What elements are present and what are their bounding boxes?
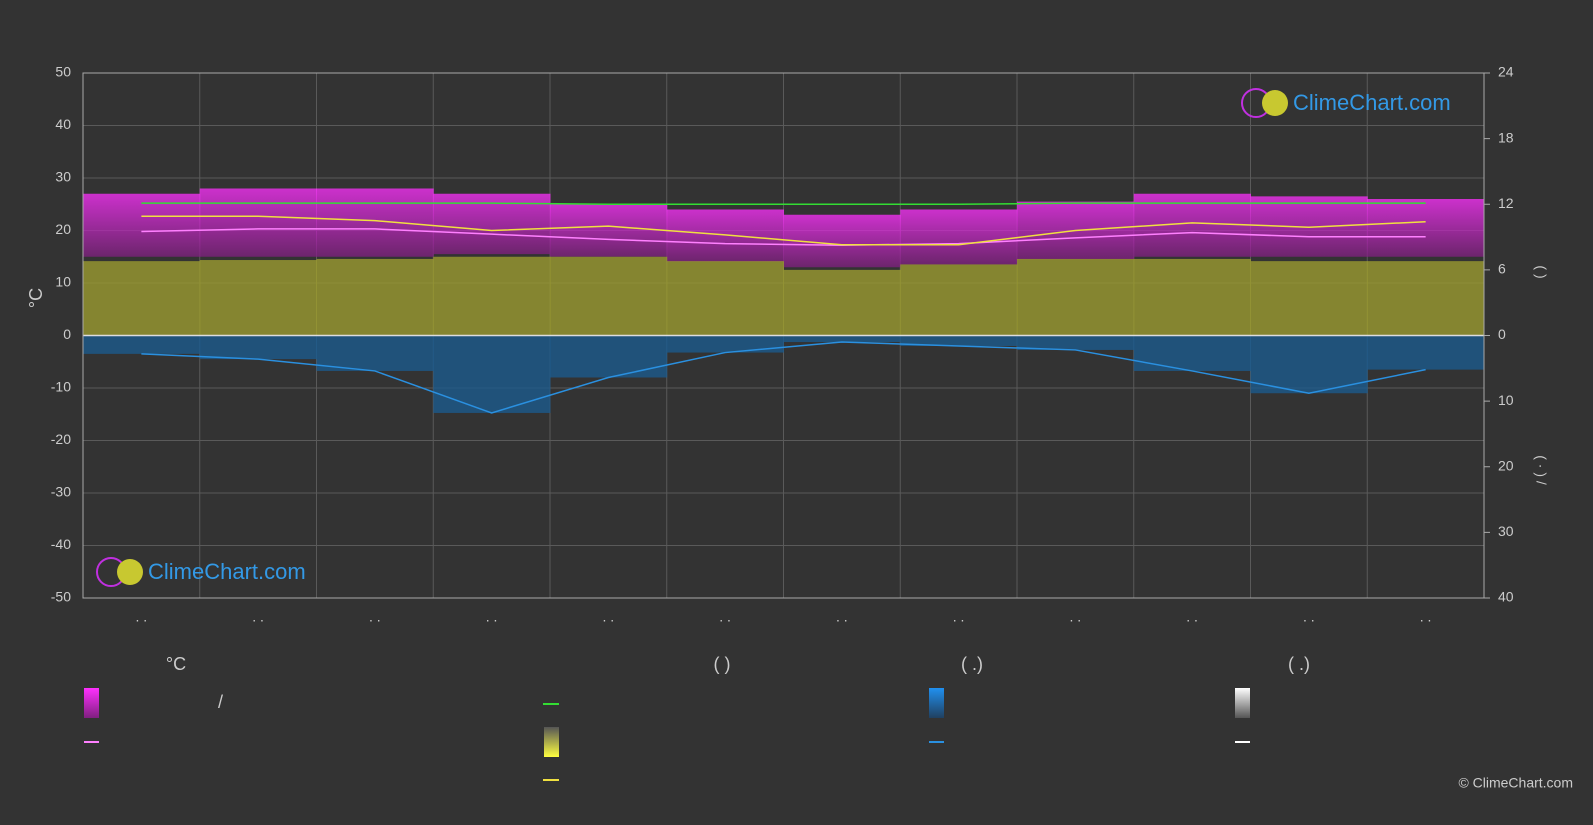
legend-separator: / — [218, 692, 223, 712]
y-axis-label: °C — [26, 288, 46, 308]
logo-sun — [117, 559, 143, 585]
series-line — [141, 341, 1426, 414]
y2-tick-label: 12 — [1498, 195, 1514, 211]
x-tick-label: . . — [252, 609, 264, 625]
y-tick-label: -30 — [51, 484, 71, 500]
legend-swatch — [544, 727, 559, 757]
series-line — [141, 215, 1426, 246]
temp-range — [83, 193, 201, 257]
watermark-top: ClimeChart.com — [1241, 88, 1451, 118]
legend-header: ( .) — [1288, 654, 1310, 674]
temp-range — [199, 188, 317, 257]
y3-tick-label: 30 — [1498, 523, 1514, 539]
x-tick-label: . . — [1303, 609, 1315, 625]
area-segment — [666, 335, 784, 353]
temp-range — [666, 209, 784, 262]
y3-tick-label: 20 — [1498, 457, 1514, 473]
legend-header: ( ) — [714, 654, 731, 674]
x-tick-label: . . — [1420, 609, 1432, 625]
legend-swatch — [1235, 688, 1250, 718]
x-tick-label: . . — [953, 609, 965, 625]
y2-tick-label: 24 — [1498, 64, 1514, 80]
legend-header: ( .) — [961, 654, 983, 674]
temp-range — [900, 209, 1018, 265]
x-tick-label: . . — [486, 609, 498, 625]
area-segment — [1017, 335, 1135, 350]
temp-range — [316, 188, 434, 257]
y-tick-label: -40 — [51, 536, 71, 552]
area-segment — [316, 258, 434, 336]
y3-tick-label: 10 — [1498, 392, 1514, 408]
area-segment — [83, 261, 201, 336]
x-tick-label: . . — [836, 609, 848, 625]
watermark: ClimeChart.com — [1293, 90, 1451, 115]
area-segment — [1133, 335, 1251, 371]
legend-swatch — [84, 688, 99, 718]
y3-tick-label: 40 — [1498, 589, 1514, 605]
area-segment — [783, 269, 901, 336]
area-segment — [316, 335, 434, 371]
y-tick-label: 40 — [55, 116, 71, 132]
watermark: ClimeChart.com — [148, 559, 306, 584]
plot-frame — [82, 72, 1485, 599]
temp-range — [1367, 199, 1485, 257]
logo-sun — [1262, 90, 1288, 116]
area-segment — [83, 335, 201, 354]
x-tick-label: . . — [369, 609, 381, 625]
area-segment — [666, 261, 784, 336]
area-segment — [199, 260, 317, 336]
area-segment — [1250, 261, 1368, 336]
area-segment — [1367, 335, 1485, 370]
x-tick-label: . . — [1186, 609, 1198, 625]
y3-axis-label: ( · ) / — [1533, 455, 1549, 485]
series-line — [141, 202, 1426, 205]
series-line — [141, 228, 1426, 246]
area-segment — [1250, 335, 1368, 394]
y-tick-label: -50 — [51, 589, 71, 605]
y-tick-label: 20 — [55, 221, 71, 237]
watermark-bottom: ClimeChart.com — [96, 557, 306, 587]
y-tick-label: 0 — [63, 326, 71, 342]
area-segment — [1367, 261, 1485, 336]
legend-swatch — [929, 688, 944, 718]
area-segment — [900, 264, 1018, 336]
x-tick-label: . . — [136, 609, 148, 625]
area-segment — [1017, 258, 1135, 336]
area-segment — [550, 256, 668, 336]
y2-tick-label: 0 — [1498, 326, 1506, 342]
y2-tick-label: 18 — [1498, 129, 1514, 145]
x-tick-label: . . — [719, 609, 731, 625]
area-segment — [1133, 258, 1251, 336]
area-segment — [433, 335, 551, 413]
area-segment — [550, 335, 668, 378]
y-tick-label: 10 — [55, 274, 71, 290]
y-tick-label: 50 — [55, 64, 71, 80]
y2-axis-label: ( ) — [1533, 265, 1549, 278]
copyright: © ClimeChart.com — [1458, 775, 1573, 791]
y-tick-label: -10 — [51, 379, 71, 395]
legend-header: °C — [166, 654, 186, 674]
y-tick-label: -20 — [51, 431, 71, 447]
temp-range — [550, 204, 668, 257]
x-tick-label: . . — [603, 609, 615, 625]
area-segment — [900, 335, 1018, 346]
x-tick-label: . . — [1070, 609, 1082, 625]
y-tick-label: 30 — [55, 169, 71, 185]
area-segment — [783, 335, 901, 343]
area-segment — [199, 335, 317, 360]
y2-tick-label: 6 — [1498, 261, 1506, 277]
area-segment — [433, 256, 551, 336]
